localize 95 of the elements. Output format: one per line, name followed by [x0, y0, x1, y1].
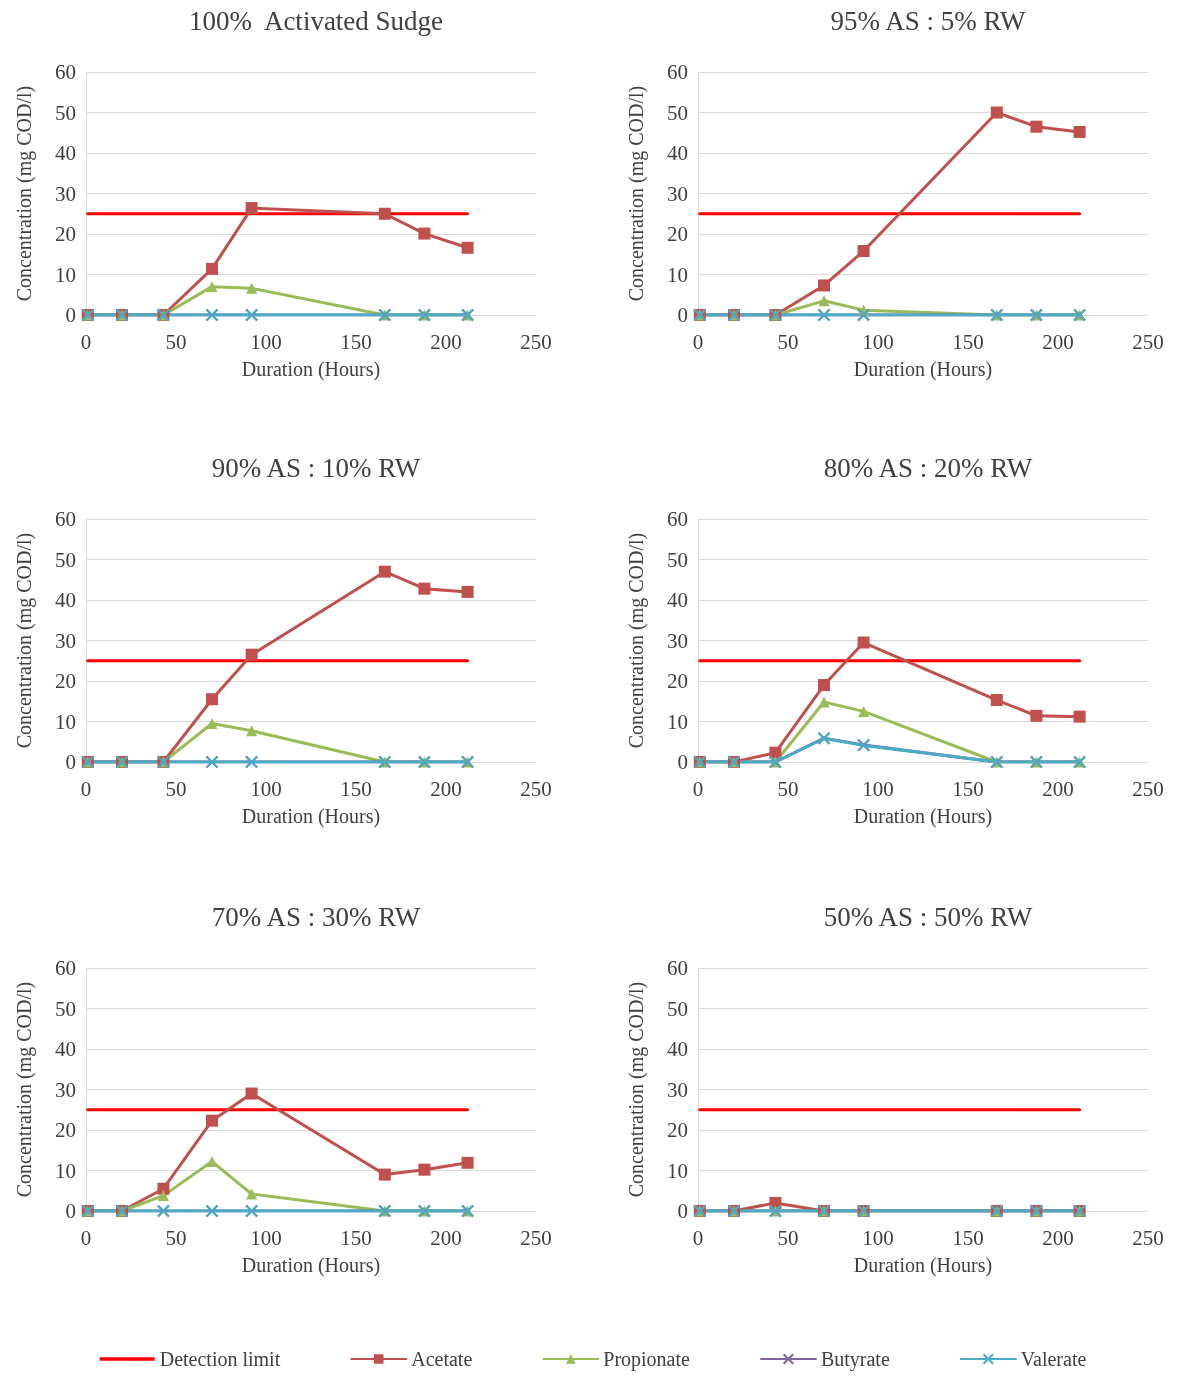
y-tick-label: 50: [55, 100, 76, 125]
y-tick-label: 60: [667, 956, 688, 980]
y-axis-title: Concentration (mg COD/l): [625, 532, 648, 749]
legend-label: Acetate: [411, 1348, 473, 1370]
x-tick-label: 50: [777, 1225, 799, 1250]
x-tick-label: 200: [430, 776, 462, 801]
x-tick-label: 200: [1042, 329, 1074, 354]
y-tick-label: 30: [667, 1077, 688, 1102]
y-axis-title: Concentration (mg COD/l): [625, 85, 648, 302]
y-tick-label: 60: [667, 60, 688, 84]
y-tick-label: 0: [65, 303, 76, 327]
legend-label: Butyrate: [820, 1348, 890, 1371]
y-tick-label: 40: [55, 141, 76, 165]
legend-label: Valerate: [1020, 1348, 1087, 1370]
y-axis-title: Concentration (mg COD/l): [13, 532, 36, 749]
x-tick-label: 100: [250, 1225, 282, 1250]
x-tick-label: 150: [952, 329, 984, 354]
y-tick-label: 10: [667, 709, 688, 734]
chart-title: 90% AS : 10% RW: [211, 452, 421, 483]
y-tick-label: 20: [55, 1118, 76, 1142]
x-axis-title: Duration (Hours): [853, 358, 993, 381]
y-tick-label: 30: [667, 181, 688, 206]
x-tick-label: 200: [1042, 776, 1074, 801]
chart-title: 80% AS : 20% RW: [823, 452, 1033, 483]
y-tick-label: 10: [667, 1158, 688, 1183]
x-tick-label: 150: [952, 776, 984, 801]
x-tick-label: 100: [250, 329, 282, 354]
x-tick-label: 100: [862, 1225, 894, 1250]
y-tick-label: 0: [677, 303, 688, 327]
y-axis-title: Concentration (mg COD/l): [13, 981, 36, 1198]
x-tick-label: 200: [430, 329, 462, 354]
y-tick-label: 0: [677, 1199, 688, 1223]
y-tick-label: 10: [55, 262, 76, 287]
x-tick-label: 250: [520, 1225, 552, 1250]
x-tick-label: 150: [340, 776, 372, 801]
y-tick-label: 50: [55, 547, 76, 572]
y-tick-label: 30: [55, 181, 76, 206]
y-tick-label: 20: [55, 669, 76, 693]
x-tick-label: 200: [430, 1225, 462, 1250]
x-tick-label: 50: [165, 776, 187, 801]
y-tick-label: 50: [667, 996, 688, 1021]
y-tick-label: 0: [65, 750, 76, 774]
x-tick-label: 150: [340, 329, 372, 354]
legend-label: Detection limit: [159, 1348, 281, 1370]
y-tick-label: 60: [55, 60, 76, 84]
x-tick-label: 150: [952, 1225, 984, 1250]
x-tick-label: 100: [862, 329, 894, 354]
y-tick-label: 60: [55, 956, 76, 980]
x-axis-title: Duration (Hours): [853, 805, 993, 828]
y-tick-label: 30: [55, 1077, 76, 1102]
y-tick-label: 40: [667, 141, 688, 165]
x-tick-label: 200: [1042, 1225, 1074, 1250]
y-tick-label: 30: [55, 628, 76, 653]
x-tick-label: 250: [520, 329, 552, 354]
y-tick-label: 0: [677, 750, 688, 774]
y-tick-label: 10: [667, 262, 688, 287]
y-tick-label: 60: [55, 507, 76, 531]
x-axis-title: Duration (Hours): [241, 1254, 381, 1277]
y-tick-label: 40: [55, 588, 76, 612]
y-tick-label: 20: [55, 222, 76, 246]
legend-label: Propionate: [603, 1348, 691, 1371]
y-tick-label: 40: [667, 1037, 688, 1061]
x-axis-title: Duration (Hours): [241, 805, 381, 828]
chart-title: 70% AS : 30% RW: [211, 901, 421, 932]
x-tick-label: 100: [862, 776, 894, 801]
x-tick-label: 50: [777, 329, 799, 354]
chart-title: 95% AS : 5% RW: [830, 5, 1027, 36]
y-tick-label: 20: [667, 222, 688, 246]
y-tick-label: 40: [55, 1037, 76, 1061]
x-axis-title: Duration (Hours): [853, 1254, 993, 1277]
x-tick-label: 250: [520, 776, 552, 801]
chart-title: 50% AS : 50% RW: [823, 901, 1033, 932]
x-tick-label: 150: [340, 1225, 372, 1250]
y-tick-label: 20: [667, 1118, 688, 1142]
y-tick-label: 50: [667, 547, 688, 572]
y-tick-label: 20: [667, 669, 688, 693]
y-tick-label: 50: [55, 996, 76, 1021]
x-axis-title: Duration (Hours): [241, 358, 381, 381]
y-axis-title: Concentration (mg COD/l): [625, 981, 648, 1198]
y-tick-label: 50: [667, 100, 688, 125]
x-tick-label: 250: [1132, 776, 1164, 801]
x-tick-label: 50: [165, 329, 187, 354]
x-tick-label: 100: [250, 776, 282, 801]
x-tick-label: 50: [777, 776, 799, 801]
y-axis-title: Concentration (mg COD/l): [13, 85, 36, 302]
y-tick-label: 40: [667, 588, 688, 612]
y-tick-label: 60: [667, 507, 688, 531]
x-tick-label: 250: [1132, 1225, 1164, 1250]
y-tick-label: 0: [65, 1199, 76, 1223]
chart-title: 100% Activated Sudge: [188, 5, 444, 36]
x-tick-label: 50: [165, 1225, 187, 1250]
y-tick-label: 30: [667, 628, 688, 653]
y-tick-label: 10: [55, 1158, 76, 1183]
x-tick-label: 250: [1132, 329, 1164, 354]
y-tick-label: 10: [55, 709, 76, 734]
